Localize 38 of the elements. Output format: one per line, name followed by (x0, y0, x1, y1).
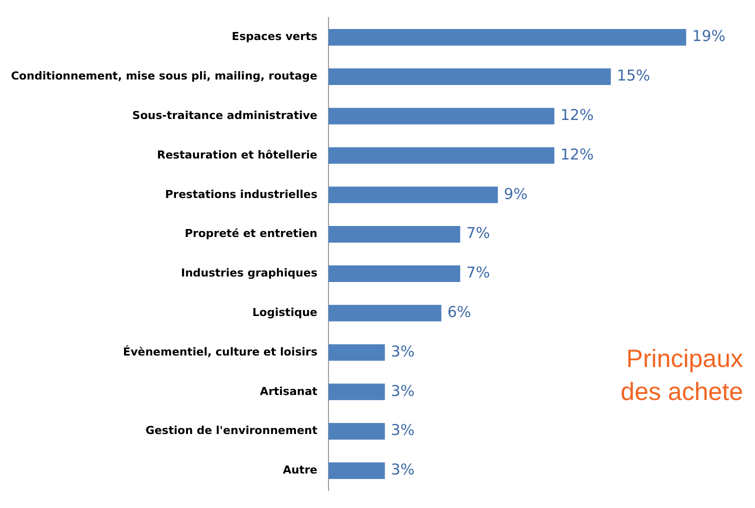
bar (328, 108, 554, 124)
data-label: 12% (560, 106, 594, 124)
bar (328, 265, 460, 282)
data-label: 7% (466, 224, 490, 242)
bar (328, 226, 460, 243)
bar (328, 68, 611, 85)
data-label: 19% (692, 27, 726, 46)
bar (328, 384, 385, 400)
y-tick-label: Industries graphiques (180, 266, 318, 280)
y-tick-label: Autre (282, 464, 318, 477)
y-tick-label: Prestations industrielles (165, 188, 318, 201)
bar (328, 147, 554, 164)
bar (328, 423, 385, 440)
data-label: 3% (390, 421, 415, 440)
bar (328, 186, 498, 204)
data-label: 3% (390, 342, 415, 360)
y-tick-label: Sous-traitance administrative (132, 108, 318, 122)
y-tick-label: Propreté et entretien (184, 227, 318, 240)
y-tick-label: Évènementiel, culture et loisirs (123, 344, 318, 358)
data-label: 7% (466, 264, 490, 282)
bar (328, 462, 385, 479)
data-label: 9% (504, 184, 528, 203)
y-tick-label: Logistique (252, 306, 318, 319)
y-tick-label: Conditionnement, mise sous pli, mailing, routage (10, 70, 318, 83)
y-tick-label: Gestion de l'environnement (145, 424, 318, 438)
y-tick-label: Espaces verts (232, 30, 318, 44)
data-label: 3% (390, 460, 415, 479)
y-tick-label: Restauration et hôtellerie (156, 148, 318, 162)
bar (328, 304, 442, 322)
data-label: 15% (616, 66, 650, 85)
bar (328, 29, 686, 46)
data-label: 6% (447, 302, 472, 321)
bar (328, 344, 385, 361)
annotation: des achete (620, 378, 743, 406)
y-tick-label: Artisanat (260, 384, 318, 398)
annotation: Principaux (626, 344, 744, 373)
data-label: 3% (390, 382, 415, 400)
data-label: 12% (560, 145, 594, 164)
